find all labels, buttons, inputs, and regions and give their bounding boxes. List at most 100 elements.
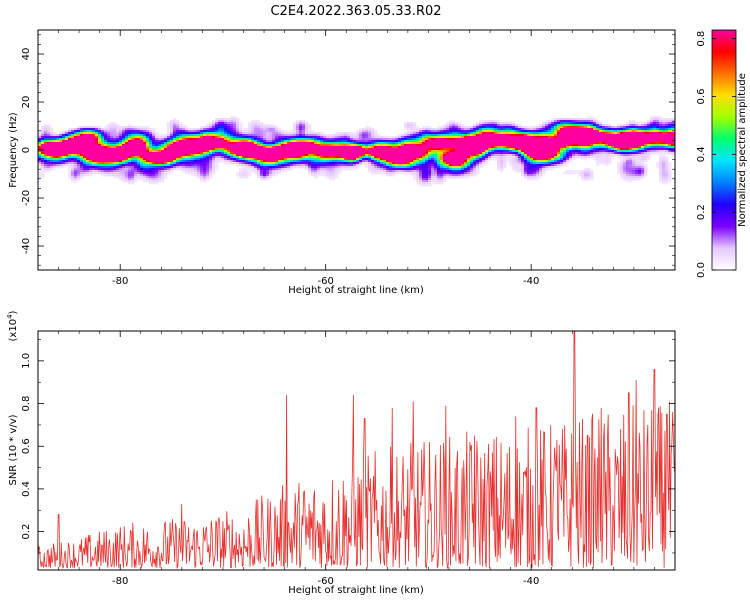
heatmap-cell <box>68 146 72 149</box>
heatmap-cell <box>320 144 324 147</box>
heatmap-cell <box>95 166 99 169</box>
heatmap-cell <box>161 150 165 153</box>
heatmap-cell <box>632 122 636 125</box>
heatmap-cell <box>353 168 357 171</box>
heatmap-cell <box>38 150 42 153</box>
heatmap-cell <box>212 150 216 153</box>
heatmap-cell <box>380 148 384 151</box>
heatmap-cell <box>416 148 420 151</box>
heatmap-cell <box>272 162 276 165</box>
heatmap-cell <box>164 158 168 161</box>
heatmap-cell <box>551 124 555 127</box>
heatmap-cell <box>194 162 198 165</box>
heatmap-cell <box>407 172 411 175</box>
heatmap-cell <box>176 150 180 153</box>
heatmap-cell <box>110 154 114 157</box>
heatmap-cell <box>221 152 225 155</box>
heatmap-cell <box>278 156 282 159</box>
heatmap-cell <box>158 134 162 137</box>
heatmap-cell <box>146 128 150 131</box>
heatmap-cell <box>665 170 669 173</box>
heatmap-cell <box>389 148 393 151</box>
heatmap-cell <box>89 132 93 135</box>
heatmap-cell <box>275 130 279 133</box>
heatmap-cell <box>182 170 186 173</box>
heatmap-cell <box>461 142 465 145</box>
heatmap-cell <box>401 136 405 139</box>
heatmap-cell <box>566 144 570 147</box>
heatmap-cell <box>233 120 237 123</box>
heatmap-cell <box>92 162 96 165</box>
heatmap-cell <box>668 142 672 145</box>
heatmap-cell <box>335 138 339 141</box>
heatmap-cell <box>623 144 627 147</box>
heatmap-cell <box>83 144 87 147</box>
heatmap-cell <box>62 130 66 133</box>
heatmap-cell <box>254 144 258 147</box>
heatmap-cell <box>149 132 153 135</box>
heatmap-cell <box>476 146 480 149</box>
heatmap-cell <box>212 142 216 145</box>
heatmap-cell <box>461 136 465 139</box>
heatmap-cell <box>62 140 66 143</box>
heatmap-cell <box>302 122 306 125</box>
heatmap-cell <box>449 134 453 137</box>
heatmap-cell <box>362 162 366 165</box>
heatmap-cell <box>578 150 582 153</box>
heatmap-cell <box>434 174 438 177</box>
heatmap-cell <box>47 162 51 165</box>
heatmap-cell <box>152 144 156 147</box>
heatmap-cell <box>275 162 279 165</box>
heatmap-cell <box>374 130 378 133</box>
heatmap-cell <box>449 154 453 157</box>
heatmap-cell <box>476 130 480 133</box>
heatmap-cell <box>665 150 669 153</box>
heatmap-cell <box>227 132 231 135</box>
heatmap-cell <box>203 172 207 175</box>
heatmap-cell <box>299 156 303 159</box>
heatmap-cell <box>503 132 507 135</box>
heatmap-cell <box>464 168 468 171</box>
heatmap-cell <box>290 130 294 133</box>
heatmap-cell <box>299 144 303 147</box>
heatmap-cell <box>428 136 432 139</box>
heatmap-cell <box>359 148 363 151</box>
heatmap-cell <box>425 128 429 131</box>
heatmap-cell <box>572 126 576 129</box>
heatmap-cell <box>605 164 609 167</box>
heatmap-cell <box>80 168 84 171</box>
heatmap-cell <box>224 158 228 161</box>
heatmap-cell <box>254 158 258 161</box>
heatmap-cell <box>464 150 468 153</box>
heatmap-cell <box>416 152 420 155</box>
heatmap-cell <box>257 160 261 163</box>
heatmap-cell <box>308 126 312 129</box>
heatmap-cell <box>224 126 228 129</box>
heatmap-cell <box>71 146 75 149</box>
heatmap-cell <box>182 162 186 165</box>
heatmap-cell <box>269 146 273 149</box>
heatmap-cell <box>110 126 114 129</box>
heatmap-cell <box>335 156 339 159</box>
heatmap-cell <box>515 152 519 155</box>
heatmap-cell <box>92 144 96 147</box>
heatmap-cell <box>68 170 72 173</box>
heatmap-cell <box>371 140 375 143</box>
heatmap-cell <box>365 148 369 151</box>
heatmap-cell <box>467 128 471 131</box>
heatmap-cell <box>335 152 339 155</box>
heatmap-cell <box>626 158 630 161</box>
heatmap-cell <box>365 166 369 169</box>
heatmap-cell <box>146 138 150 141</box>
heatmap-cell <box>551 154 555 157</box>
heatmap-cell <box>38 148 42 151</box>
heatmap-cell <box>482 160 486 163</box>
heatmap-cell <box>587 168 591 171</box>
heatmap-cell <box>107 172 111 175</box>
heatmap-cell <box>638 140 642 143</box>
heatmap-cell <box>134 138 138 141</box>
heatmap-cell <box>149 146 153 149</box>
heatmap-cell <box>164 146 168 149</box>
heatmap-cell <box>338 152 342 155</box>
heatmap-cell <box>77 148 81 151</box>
